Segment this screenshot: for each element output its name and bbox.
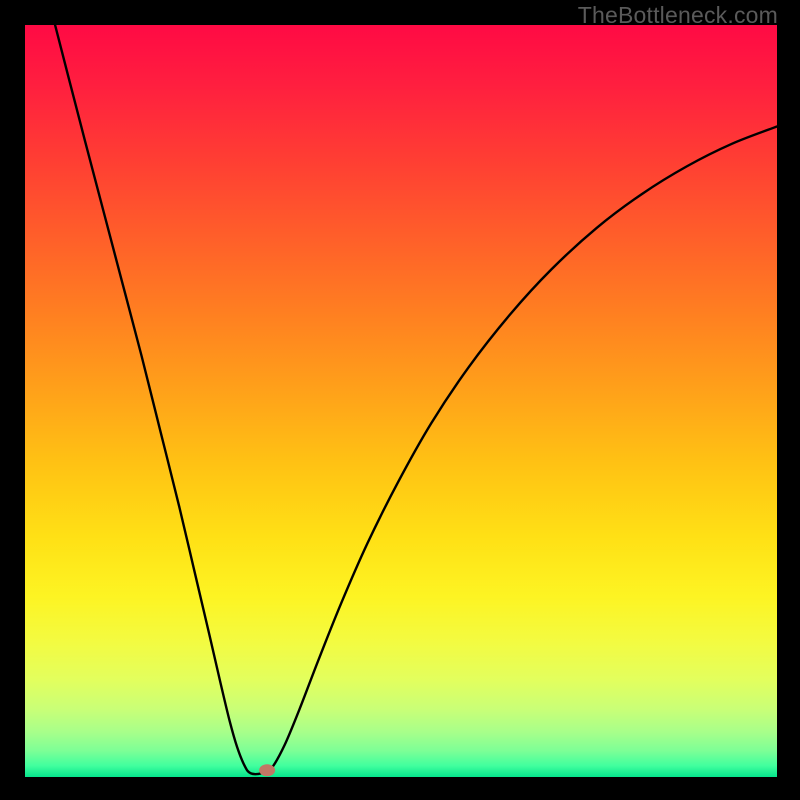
bottleneck-curve bbox=[25, 25, 777, 777]
chart-container: TheBottleneck.com bbox=[0, 0, 800, 800]
curve-path bbox=[55, 25, 777, 774]
optimal-point-marker bbox=[259, 764, 275, 776]
plot-area bbox=[25, 25, 777, 777]
